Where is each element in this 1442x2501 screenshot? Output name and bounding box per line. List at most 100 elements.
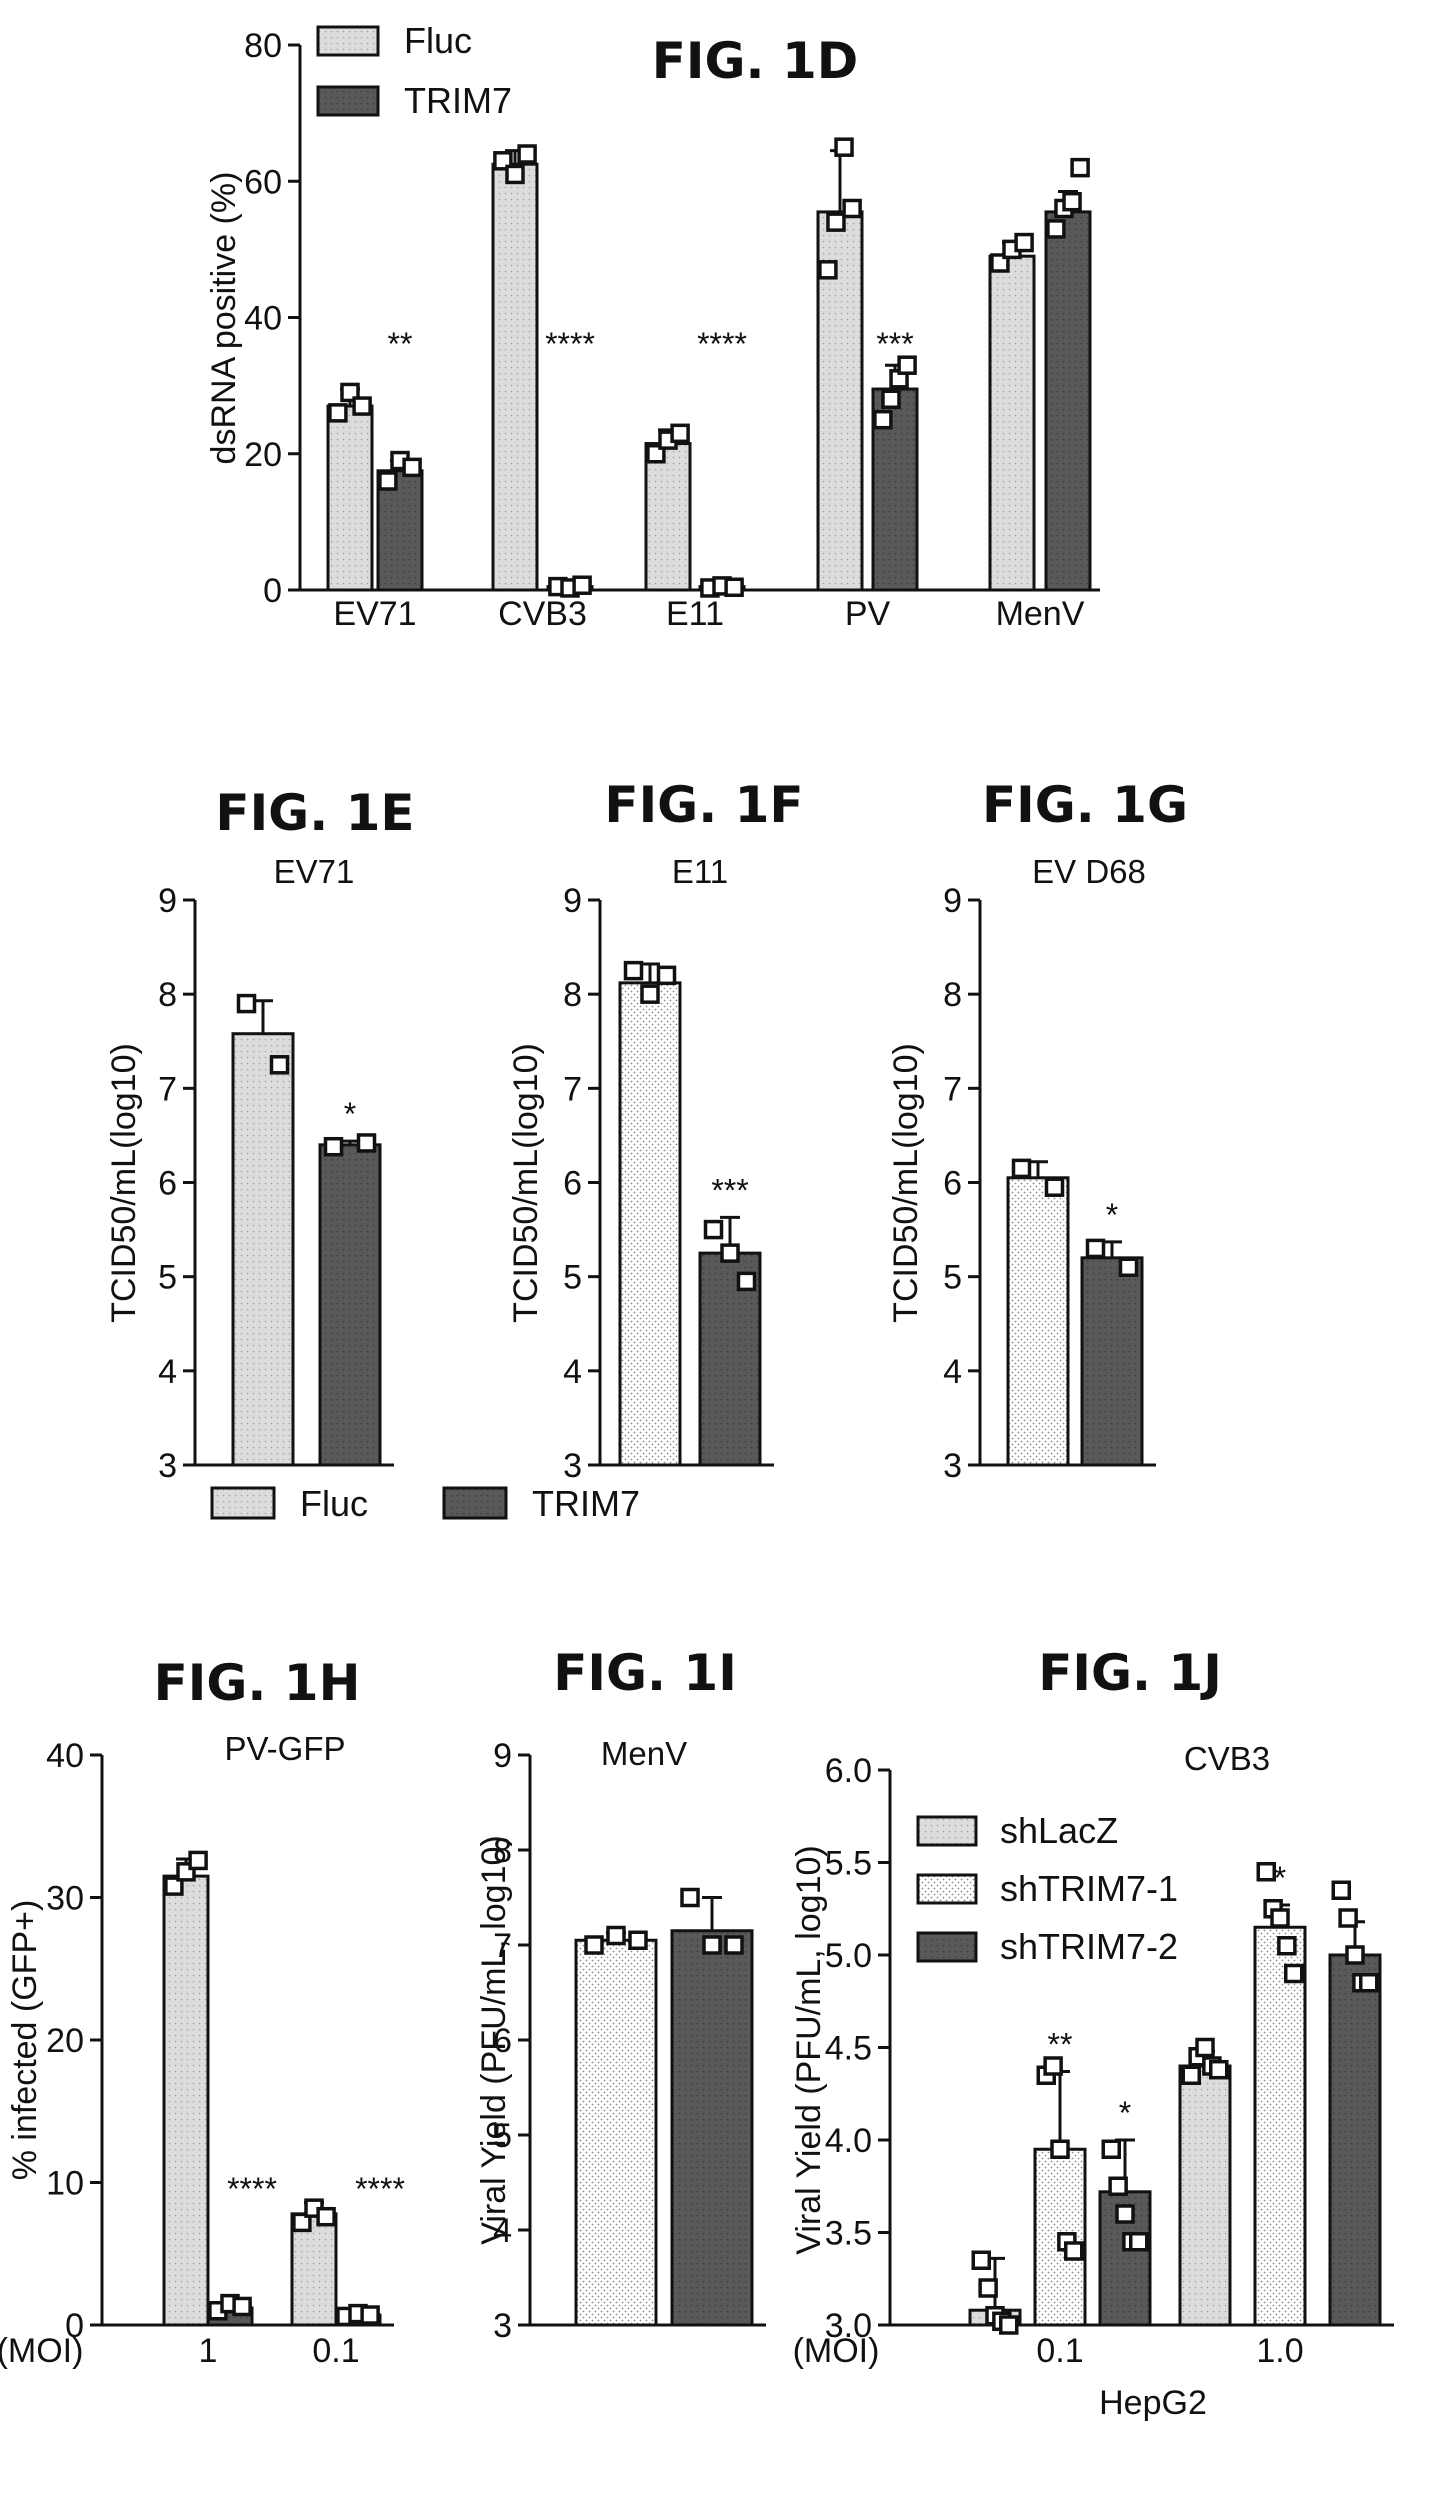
- data-point: [269, 1055, 290, 1075]
- chart-title: FIG. 1D: [652, 32, 859, 90]
- x-tick-label: CVB3: [498, 595, 587, 633]
- y-axis-label: dsRNA positive (%): [205, 172, 243, 465]
- legend-swatch-fluc: [210, 1486, 276, 1520]
- data-point: [826, 212, 846, 232]
- data-point: [881, 389, 901, 409]
- data-point: [736, 1271, 757, 1292]
- data-point: [1085, 1238, 1106, 1259]
- data-point: [999, 2315, 1019, 2335]
- legend-swatch: [316, 25, 380, 57]
- data-point: [328, 403, 348, 423]
- bar: [231, 1032, 295, 1467]
- data-point: [842, 198, 862, 219]
- bar: [988, 254, 1036, 592]
- y-tick-label: 7: [563, 1070, 582, 1108]
- data-point: [1101, 2139, 1121, 2159]
- data-point: [656, 965, 677, 986]
- chart-subtitle: CVB3: [1184, 1740, 1270, 1777]
- bar: [162, 1874, 210, 2327]
- data-point: [720, 1243, 740, 1263]
- legend-label: shLacZ: [1000, 1810, 1118, 1851]
- data-point: [1070, 157, 1090, 178]
- significance-label: *: [1106, 1197, 1118, 1233]
- data-point: [834, 137, 854, 157]
- x-tick-label: PV: [845, 595, 891, 633]
- y-tick-label: 5: [493, 2117, 512, 2155]
- data-point: [818, 260, 838, 280]
- y-tick-label: 6.0: [825, 1752, 872, 1790]
- x-tick-label: 1.0: [1256, 2332, 1303, 2370]
- legend-swatch: [916, 1815, 978, 1847]
- data-point: [1129, 2232, 1149, 2252]
- chart-subtitle: EV71: [274, 853, 355, 890]
- significance-label: ****: [545, 326, 595, 362]
- y-tick-label: 3.0: [825, 2307, 872, 2345]
- bar: [326, 404, 374, 592]
- bar: [1328, 1953, 1382, 2327]
- data-point: [1331, 1880, 1351, 1900]
- y-tick-label: 4.5: [825, 2030, 872, 2068]
- data-point: [316, 2206, 336, 2227]
- data-point: [971, 2250, 991, 2270]
- data-point: [1270, 1908, 1290, 1928]
- y-tick-label: 3.5: [825, 2215, 872, 2253]
- data-point: [1359, 1973, 1379, 1993]
- chart-1g: FIG. 1G EV D68 3 4 5 6 7 8 9 TCID50/mL(log10) *: [887, 776, 1188, 1485]
- significance-label: *: [1274, 1860, 1286, 1896]
- bar: [318, 1143, 382, 1467]
- significance-label: ****: [355, 2171, 405, 2207]
- y-tick-label: 5.0: [825, 1937, 872, 1975]
- chart-1j: FIG. 1J CVB3 3.0 3.5 4.0 4.5 5.0 5.5 6.0 Viral Yi…: [790, 1644, 1394, 2422]
- data-point: [236, 993, 257, 1014]
- chart-subtitle: EV D68: [1032, 853, 1146, 890]
- chart-1f: FIG. 1F E11 3 4 5 6 7 8 9 TCID50/mL(log10) ***: [507, 776, 804, 1485]
- significance-label: *: [344, 1096, 356, 1132]
- legend-swatch: [916, 1873, 978, 1905]
- data-point: [680, 1887, 700, 1908]
- data-point: [352, 396, 372, 416]
- legend-label: TRIM7: [404, 80, 512, 121]
- y-tick-label: 9: [493, 1737, 512, 1775]
- y-tick-label: 8: [493, 1832, 512, 1870]
- significance-label: **: [388, 326, 413, 362]
- data-point: [1256, 1862, 1276, 1882]
- significance-label: ***: [711, 1172, 748, 1208]
- y-tick-label: 8: [563, 976, 582, 1014]
- chart-subtitle: E11: [672, 853, 728, 890]
- y-tick-label: 20: [46, 2022, 84, 2060]
- data-point: [1064, 2241, 1084, 2261]
- legend-label: shTRIM7-1: [1000, 1868, 1178, 1909]
- y-tick-label: 7: [493, 1927, 512, 1965]
- bar: [1044, 210, 1092, 592]
- shared-legend: Fluc TRIM7: [210, 1483, 640, 1524]
- data-point: [1284, 1963, 1304, 1984]
- y-tick-label: 40: [244, 300, 282, 338]
- data-point: [1062, 191, 1082, 212]
- y-tick-label: 9: [563, 882, 582, 920]
- legend-swatch: [316, 85, 380, 117]
- data-point: [1043, 2056, 1063, 2076]
- significance-label: **: [1048, 2027, 1073, 2063]
- chart-1h: FIG. 1H PV-GFP 0 10 20 30 40 % infected (GFP+) *…: [0, 1654, 405, 2370]
- y-axis-label: TCID50/mL(log10): [887, 1043, 925, 1323]
- data-point: [164, 1876, 184, 1896]
- data-point: [1277, 1936, 1297, 1956]
- bar: [1080, 1256, 1144, 1467]
- chart-title: FIG. 1F: [604, 776, 803, 834]
- legend-swatch: [916, 1931, 978, 1963]
- y-tick-label: 3: [563, 1447, 582, 1485]
- x-tick-label: E11: [666, 595, 724, 633]
- y-tick-label: 4: [158, 1353, 177, 1391]
- y-tick-label: 10: [46, 2165, 84, 2203]
- data-point: [724, 1935, 744, 1955]
- data-point: [1118, 1257, 1139, 1277]
- data-point: [323, 1136, 344, 1157]
- y-tick-label: 4: [943, 1353, 962, 1391]
- y-tick-label: 4: [563, 1353, 582, 1391]
- chart-subtitle: PV-GFP: [224, 1730, 345, 1767]
- data-point: [572, 575, 592, 595]
- data-point: [623, 960, 644, 981]
- y-axis-label: Viral Yield (PFU/mL, log10): [790, 1845, 828, 2254]
- y-tick-label: 4: [493, 2212, 512, 2250]
